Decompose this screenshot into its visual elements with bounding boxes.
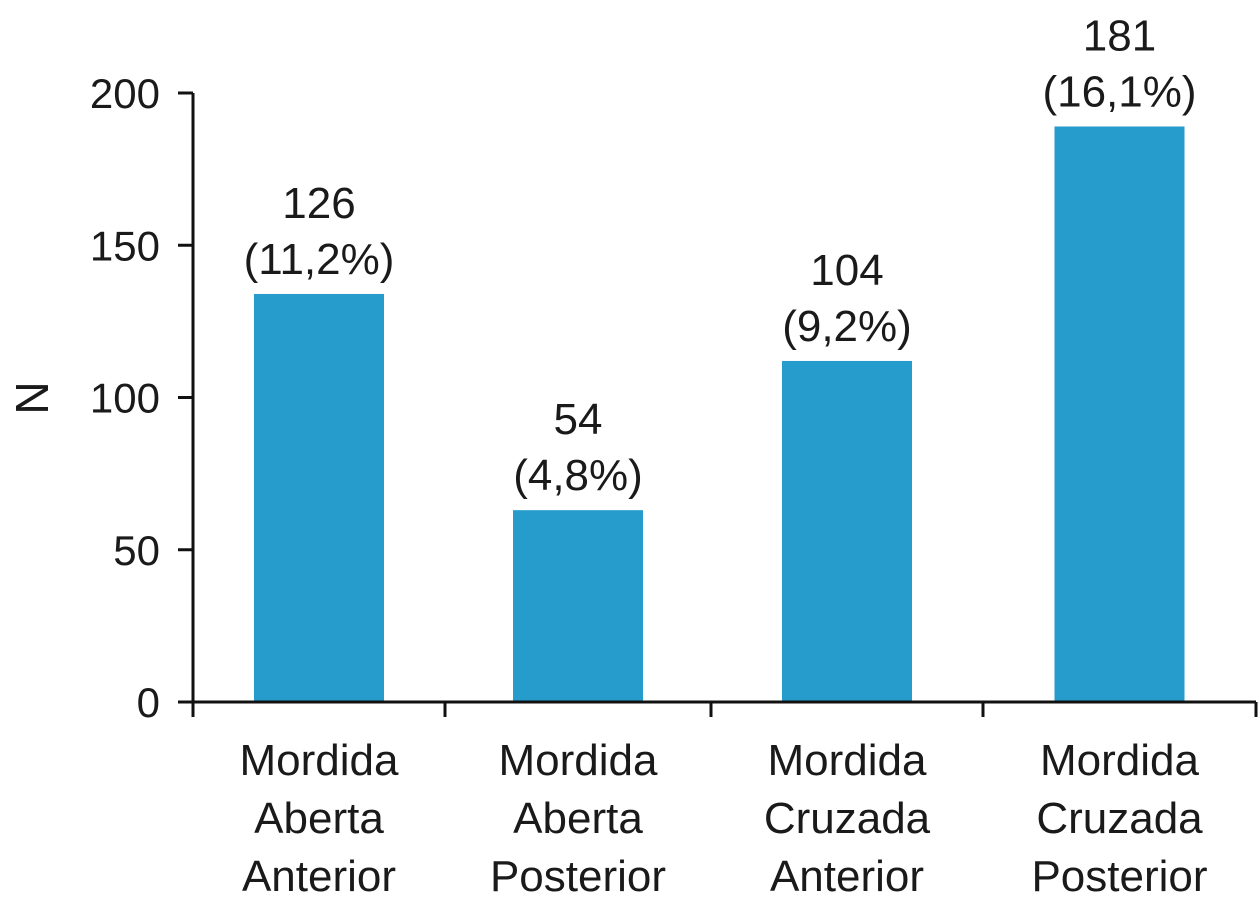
category-label: Mordida xyxy=(240,736,399,785)
category-label: Aberta xyxy=(254,794,384,843)
bars-layer xyxy=(254,126,1185,703)
bar-2 xyxy=(513,510,643,702)
category-label: Posterior xyxy=(490,852,666,901)
bar-value-label: 126 xyxy=(282,179,355,228)
category-label: Mordida xyxy=(499,736,658,785)
y-tick-label: 50 xyxy=(113,527,160,574)
bar-value-label: 54 xyxy=(554,395,603,444)
bar-value-label: (16,1%) xyxy=(1042,67,1196,116)
category-label: Aberta xyxy=(513,794,643,843)
bar-value-label: 181 xyxy=(1083,11,1156,60)
category-label: Mordida xyxy=(768,736,927,785)
bar-value-label: (4,8%) xyxy=(513,451,643,500)
y-tick-label: 0 xyxy=(137,679,160,726)
bar-1 xyxy=(254,293,384,702)
axes-layer xyxy=(178,91,1258,717)
bar-value-label: 104 xyxy=(810,246,883,295)
bar-3 xyxy=(782,360,912,702)
bar-value-label: (9,2%) xyxy=(782,302,912,351)
y-axis-title: N xyxy=(6,381,58,414)
category-label: Mordida xyxy=(1040,736,1199,785)
bar-4 xyxy=(1054,126,1185,703)
y-tick-label: 150 xyxy=(90,222,160,269)
category-label: Cruzada xyxy=(764,794,931,843)
y-tick-label: 100 xyxy=(90,375,160,422)
labels-layer: 126 (11,2%) Mordida Aberta Anterior 54 (4,8%) M… xyxy=(90,11,1208,901)
bar-value-label: (11,2%) xyxy=(244,235,395,284)
category-label: Posterior xyxy=(1031,852,1207,901)
category-label: Anterior xyxy=(242,852,396,901)
y-tick-label: 200 xyxy=(90,70,160,117)
category-label: Cruzada xyxy=(1036,794,1203,843)
category-label: Anterior xyxy=(770,852,924,901)
